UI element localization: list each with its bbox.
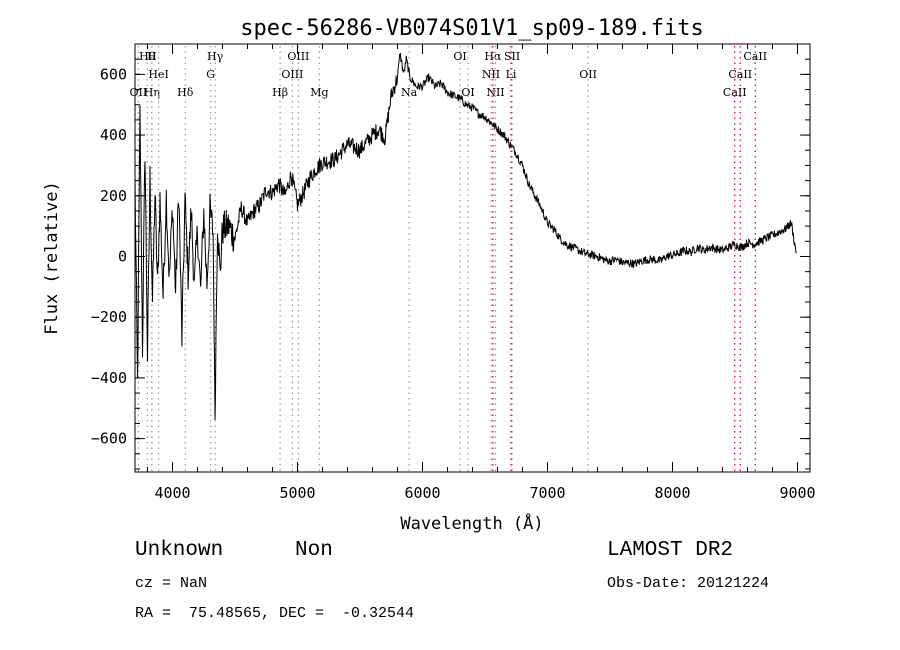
line-label-1: H — [147, 50, 157, 63]
line-label-22: CaII — [728, 68, 752, 81]
x-axis-label: Wavelength (Å) — [400, 512, 543, 534]
line-label-6: Hγ — [207, 50, 224, 63]
line-label-4: HeI — [148, 68, 168, 81]
line-label-13: OI — [453, 50, 466, 63]
redshift-cz: cz = NaN — [135, 575, 208, 592]
survey-name: LAMOST DR2 — [607, 539, 734, 562]
x-tick-label-1: 5000 — [279, 484, 315, 502]
plot-frame — [134, 43, 811, 473]
line-label-11: Mg — [310, 86, 328, 99]
y-tick-label-6: 600 — [100, 65, 127, 83]
series-line-0 — [134, 53, 797, 421]
x-tick-label-4: 8000 — [654, 484, 690, 502]
chart-title: spec-56286-VB074S01V1_sp09-189.fits — [240, 16, 704, 41]
axes: 4000 5000 6000 7000 8000 9000 −600 −400 −200 0 200… — [91, 43, 816, 502]
series-layer — [134, 53, 797, 421]
y-axis-label: Flux (relative) — [42, 181, 62, 335]
line-label-3: Hη — [144, 86, 160, 99]
line-label-12: Na — [401, 86, 418, 99]
object-subclass: Non — [295, 539, 333, 562]
x-tick-label-5: 9000 — [779, 484, 815, 502]
x-tick-label-0: 4000 — [154, 484, 190, 502]
line-label-7: G — [206, 68, 215, 81]
line-label-21: CaII — [743, 50, 767, 63]
y-tick-label-4: 200 — [100, 187, 127, 205]
line-label-16: SII — [504, 50, 520, 63]
y-tick-label-2: −200 — [91, 308, 127, 326]
line-label-15: Hα — [484, 50, 502, 63]
line-label-20: OII — [579, 68, 597, 81]
y-tick-label-1: −400 — [91, 369, 127, 387]
y-tick-label-0: −600 — [91, 430, 127, 448]
y-tick-label-5: 400 — [100, 126, 127, 144]
line-label-14: OI — [461, 86, 474, 99]
y-tick-label-3: 0 — [118, 247, 127, 265]
observation-date: Obs-Date: 20121224 — [607, 575, 770, 592]
line-label-10: OIII — [281, 68, 303, 81]
coordinates: RA = 75.48565, DEC = -0.32544 — [135, 605, 415, 622]
x-tick-label-2: 6000 — [404, 484, 440, 502]
line-label-17: NII — [482, 68, 500, 81]
line-label-9: OIII — [287, 50, 309, 63]
line-label-2: OII — [130, 86, 148, 99]
line-label-19: Li — [506, 68, 517, 81]
line-label-0: Hθ — [139, 50, 156, 63]
line-label-18: NII — [486, 86, 504, 99]
line-label-23: CaII — [723, 86, 747, 99]
line-label-5: Hδ — [177, 86, 194, 99]
x-tick-label-3: 7000 — [529, 484, 565, 502]
line-label-8: Hβ — [272, 86, 288, 99]
object-class: Unknown — [135, 539, 224, 562]
